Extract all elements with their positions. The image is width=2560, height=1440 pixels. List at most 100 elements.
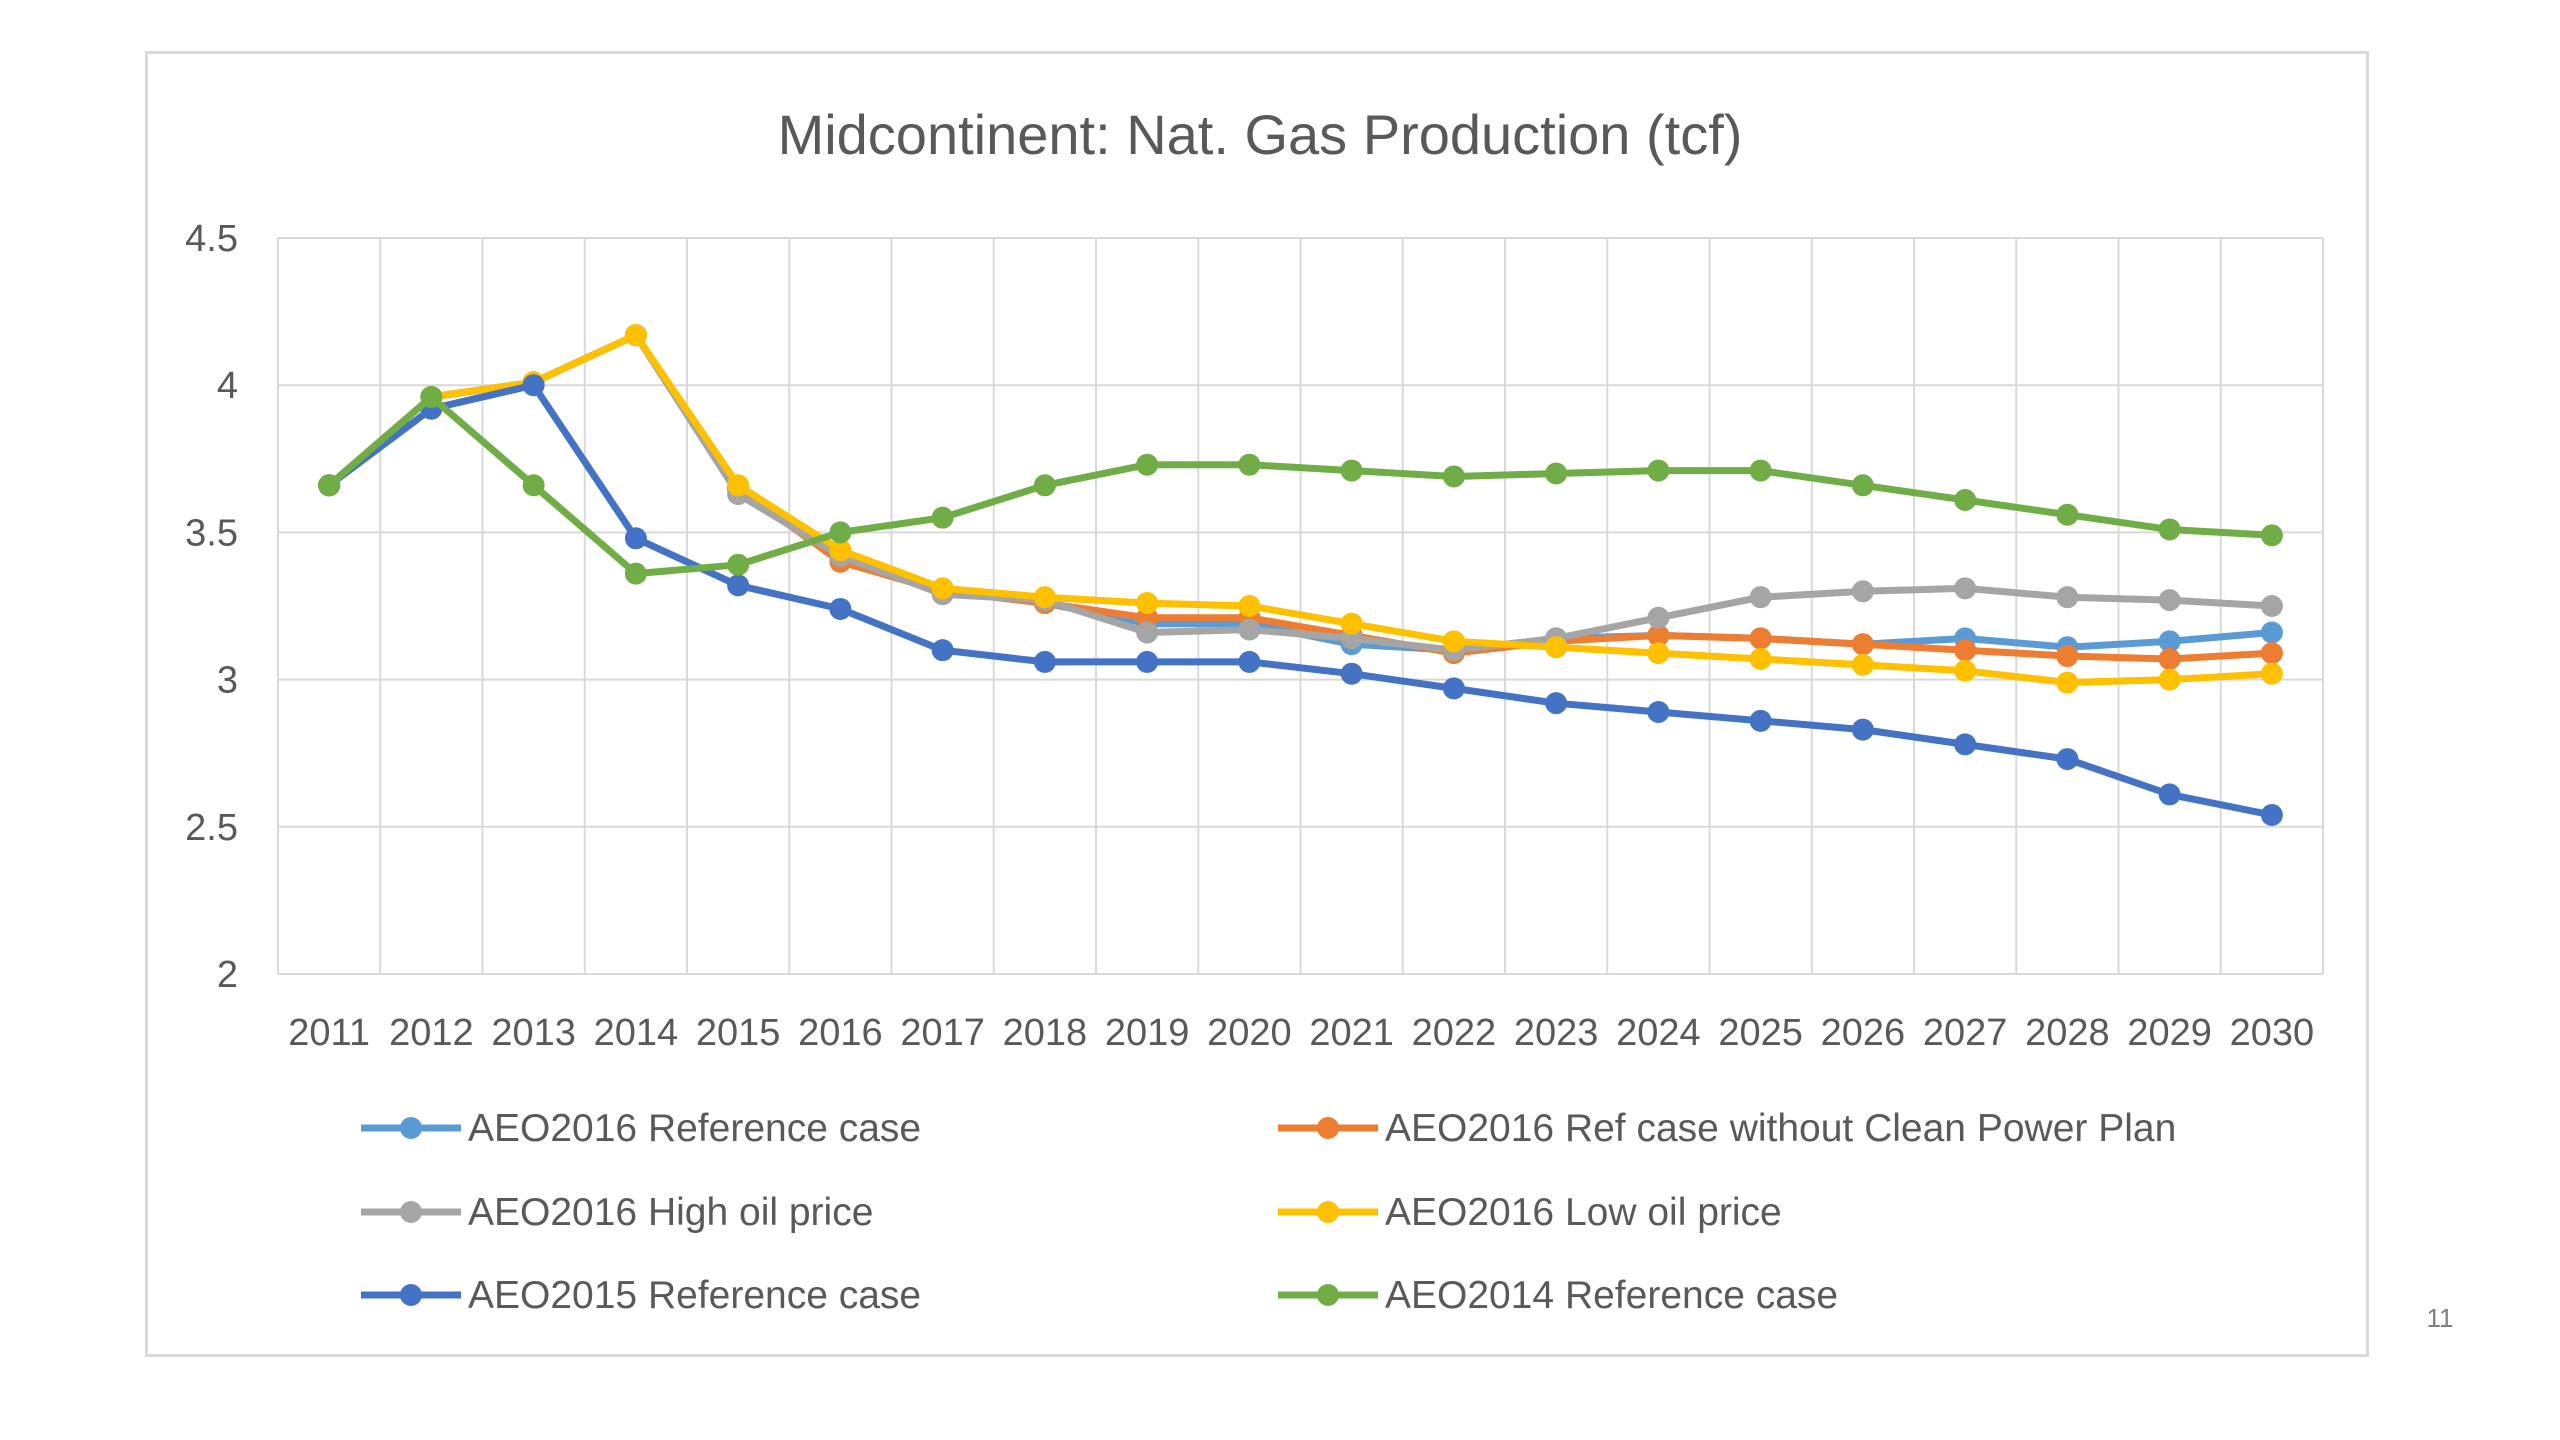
data-point — [1749, 647, 1772, 670]
data-point — [1238, 618, 1261, 641]
x-tick-label: 2017 — [900, 1012, 985, 1054]
data-point — [1851, 580, 1874, 603]
data-point — [1136, 650, 1159, 673]
legend-entry: AEO2015 Reference case — [361, 1274, 921, 1317]
x-tick-label: 2023 — [1514, 1012, 1599, 1054]
data-point — [1954, 489, 1977, 512]
series-5 — [318, 374, 2283, 827]
series-lines — [318, 324, 2283, 827]
data-point — [1340, 612, 1363, 635]
slide-number: 11 — [2426, 1303, 2454, 1333]
x-tick-label: 2024 — [1616, 1012, 1701, 1054]
data-point — [1136, 592, 1159, 615]
data-point — [2260, 642, 2283, 665]
x-tick-label: 2026 — [1821, 1012, 1906, 1054]
data-point — [1954, 577, 1977, 600]
series-6 — [318, 385, 2283, 585]
x-tick-label: 2012 — [389, 1012, 474, 1054]
legend-entry: AEO2014 Reference case — [1278, 1274, 1838, 1317]
x-tick-label: 2015 — [696, 1012, 781, 1054]
x-tick-label: 2013 — [491, 1012, 576, 1054]
x-tick-label: 2030 — [2230, 1012, 2315, 1054]
y-tick-label: 4.5 — [185, 218, 238, 260]
chart-title: Midcontinent: Nat. Gas Production (tcf) — [778, 103, 1743, 166]
data-point — [2260, 621, 2283, 644]
chart-svg: Midcontinent: Nat. Gas Production (tcf) … — [185, 103, 2324, 1317]
data-point — [1647, 700, 1670, 723]
data-point — [1442, 677, 1465, 700]
x-tick-label: 2027 — [1923, 1012, 2008, 1054]
series-line — [325, 381, 2276, 819]
data-point — [1238, 595, 1261, 617]
y-tick-label: 3.5 — [185, 512, 238, 554]
data-point — [2158, 647, 2181, 670]
data-point — [1851, 653, 1874, 676]
data-point — [522, 374, 545, 397]
data-point — [1033, 586, 1056, 609]
data-point — [2260, 804, 2283, 827]
x-tick-label: 2016 — [798, 1012, 883, 1054]
data-point — [1749, 627, 1772, 650]
data-point — [2158, 630, 2181, 653]
data-point — [1647, 459, 1670, 482]
data-point — [931, 577, 954, 600]
legend-swatch-marker — [1317, 1117, 1339, 1139]
gridlines — [277, 237, 2324, 975]
legend-swatch-marker — [1317, 1284, 1339, 1306]
data-point — [1647, 606, 1670, 629]
chart-area: Midcontinent: Nat. Gas Production (tcf) … — [145, 51, 2369, 1357]
data-point — [1238, 453, 1261, 476]
data-point — [1340, 459, 1363, 482]
data-point — [1442, 630, 1465, 653]
data-point — [1851, 718, 1874, 741]
x-tick-label: 2014 — [594, 1012, 679, 1054]
x-tick-label: 2028 — [2025, 1012, 2110, 1054]
legend-label: AEO2016 Ref case without Clean Power Pla… — [1385, 1107, 2176, 1150]
data-point — [1136, 453, 1159, 476]
legend-swatch-marker — [1317, 1201, 1339, 1223]
data-point — [2056, 748, 2079, 771]
data-point — [1749, 709, 1772, 732]
data-point — [1851, 474, 1874, 497]
data-point — [2158, 589, 2181, 612]
data-point — [1545, 462, 1568, 485]
data-point — [2158, 783, 2181, 806]
data-point — [2056, 671, 2079, 694]
x-tick-label: 2029 — [2127, 1012, 2212, 1054]
legend-label: AEO2016 Reference case — [468, 1107, 921, 1150]
series-4 — [318, 324, 2283, 694]
legend-swatch-marker — [400, 1284, 422, 1306]
x-tick-label: 2018 — [1003, 1012, 1088, 1054]
x-tick-label: 2025 — [1718, 1012, 1803, 1054]
legend-entry: AEO2016 High oil price — [361, 1191, 873, 1234]
x-tick-label: 2020 — [1207, 1012, 1292, 1054]
data-point — [1749, 459, 1772, 482]
data-point — [2056, 586, 2079, 609]
data-point — [2260, 595, 2283, 617]
data-point — [829, 597, 852, 620]
x-tick-label: 2011 — [288, 1012, 370, 1054]
x-tick-label: 2022 — [1412, 1012, 1497, 1054]
y-tick-label: 4 — [217, 365, 238, 407]
legend: AEO2016 Reference case AEO2016 Ref case w… — [361, 1107, 2176, 1317]
legend-entry: AEO2016 Ref case without Clean Power Pla… — [1278, 1107, 2176, 1150]
data-point — [727, 574, 750, 597]
legend-swatch-marker — [400, 1117, 422, 1139]
series-line — [325, 331, 2276, 686]
data-point — [2158, 668, 2181, 691]
legend-label: AEO2016 Low oil price — [1385, 1191, 1782, 1234]
legend-label: AEO2014 Reference case — [1385, 1274, 1838, 1317]
legend-swatch-marker — [400, 1201, 422, 1223]
data-point — [2260, 662, 2283, 685]
data-point — [1033, 650, 1056, 673]
data-point — [931, 639, 954, 662]
data-point — [1238, 650, 1261, 673]
data-point — [624, 324, 647, 347]
data-point — [624, 527, 647, 550]
data-point — [1647, 642, 1670, 665]
data-point — [1442, 465, 1465, 488]
data-point — [1647, 624, 1670, 647]
data-point — [1340, 662, 1363, 685]
data-point — [1954, 733, 1977, 756]
data-point — [2158, 518, 2181, 541]
